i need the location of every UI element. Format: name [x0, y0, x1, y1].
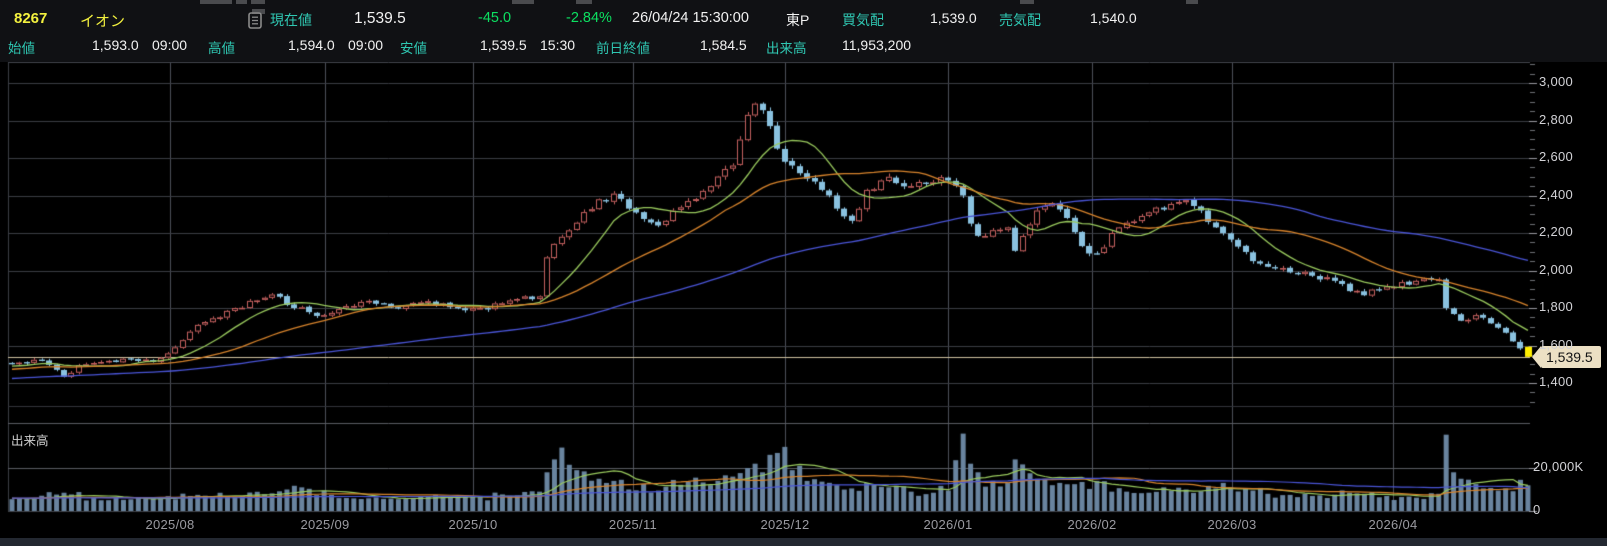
low-value: 1,539.5 [480, 37, 527, 53]
bid-value: 1,539.0 [930, 10, 977, 26]
bottom-strip [0, 538, 1607, 546]
low-time: 15:30 [540, 37, 576, 53]
window-fragment [200, 0, 232, 4]
volume-axis-label: 20,000K [1533, 459, 1584, 474]
price-axis-label: 1,800 [1539, 299, 1574, 314]
stock-name: イオン [80, 13, 126, 30]
price-axis-label: 2,400 [1539, 186, 1574, 202]
price-axis-label: 2,800 [1539, 111, 1574, 127]
high-label: 高値 [208, 41, 235, 56]
volume-value: 11,953,200 [842, 37, 912, 53]
ask-value: 1,540.0 [1090, 10, 1137, 26]
price-axis-label: 2,000 [1539, 261, 1574, 277]
current-price-tag: 1,539.5 [1532, 345, 1601, 368]
current-price-label: 現在値 [270, 12, 312, 28]
window-fragment [252, 9, 265, 14]
open-time: 09:00 [152, 37, 188, 53]
window-fragment [251, 0, 265, 4]
market-badge: 東P [786, 12, 810, 28]
stock-code: 8267 [14, 10, 48, 27]
volume-pane-label: 出来高 [11, 434, 49, 448]
window-fragment [1186, 0, 1198, 4]
month-label: 2025/10 [448, 517, 498, 532]
quote-datetime: 26/04/24 15:30:00 [632, 10, 749, 26]
prev-close-value: 1,584.5 [700, 37, 747, 53]
high-value: 1,594.0 [288, 37, 335, 53]
bid-label: 買気配 [842, 12, 884, 28]
month-label: 2026/04 [1368, 517, 1418, 532]
price-axis-label: 3,000 [1539, 74, 1574, 89]
quote-board-icon[interactable] [248, 12, 262, 34]
month-label: 2025/09 [300, 517, 350, 532]
month-label: 2026/01 [923, 517, 973, 532]
price-change-percent: -2.84% [566, 10, 612, 26]
current-price-tag-value: 1,539.5 [1546, 348, 1593, 365]
current-price-value: 1,539.5 [354, 10, 406, 27]
month-label: 2025/12 [760, 517, 810, 532]
price-change: -45.0 [478, 10, 512, 26]
volume-axis-label: 0 [1533, 502, 1541, 517]
month-label: 2025/11 [608, 517, 658, 532]
open-label: 始値 [8, 41, 35, 56]
window-fragment [236, 0, 247, 4]
price-volume-chart[interactable] [0, 62, 1540, 516]
prev-close-label: 前日終値 [596, 41, 650, 56]
month-label: 2026/02 [1067, 517, 1117, 532]
volume-label: 出来高 [766, 41, 807, 56]
ask-label: 売気配 [999, 12, 1041, 28]
month-label: 2025/08 [145, 517, 195, 532]
window-fragment [1020, 0, 1034, 4]
month-label: 2026/03 [1207, 517, 1257, 532]
low-label: 安値 [400, 41, 427, 56]
price-axis-label: 2,600 [1539, 149, 1574, 164]
quote-header: 8267 イオン 現在値 1,539.5 -45.0 -2.84% 26/04/… [0, 0, 1607, 62]
price-axis-label: 1,600 [1539, 336, 1574, 352]
high-time: 09:00 [348, 37, 384, 53]
open-value: 1,593.0 [92, 37, 139, 53]
window-fragment [576, 0, 592, 4]
price-axis-label: 2,200 [1539, 224, 1574, 239]
price-axis-label: 1,400 [1539, 374, 1574, 389]
window-fragment [512, 0, 534, 4]
